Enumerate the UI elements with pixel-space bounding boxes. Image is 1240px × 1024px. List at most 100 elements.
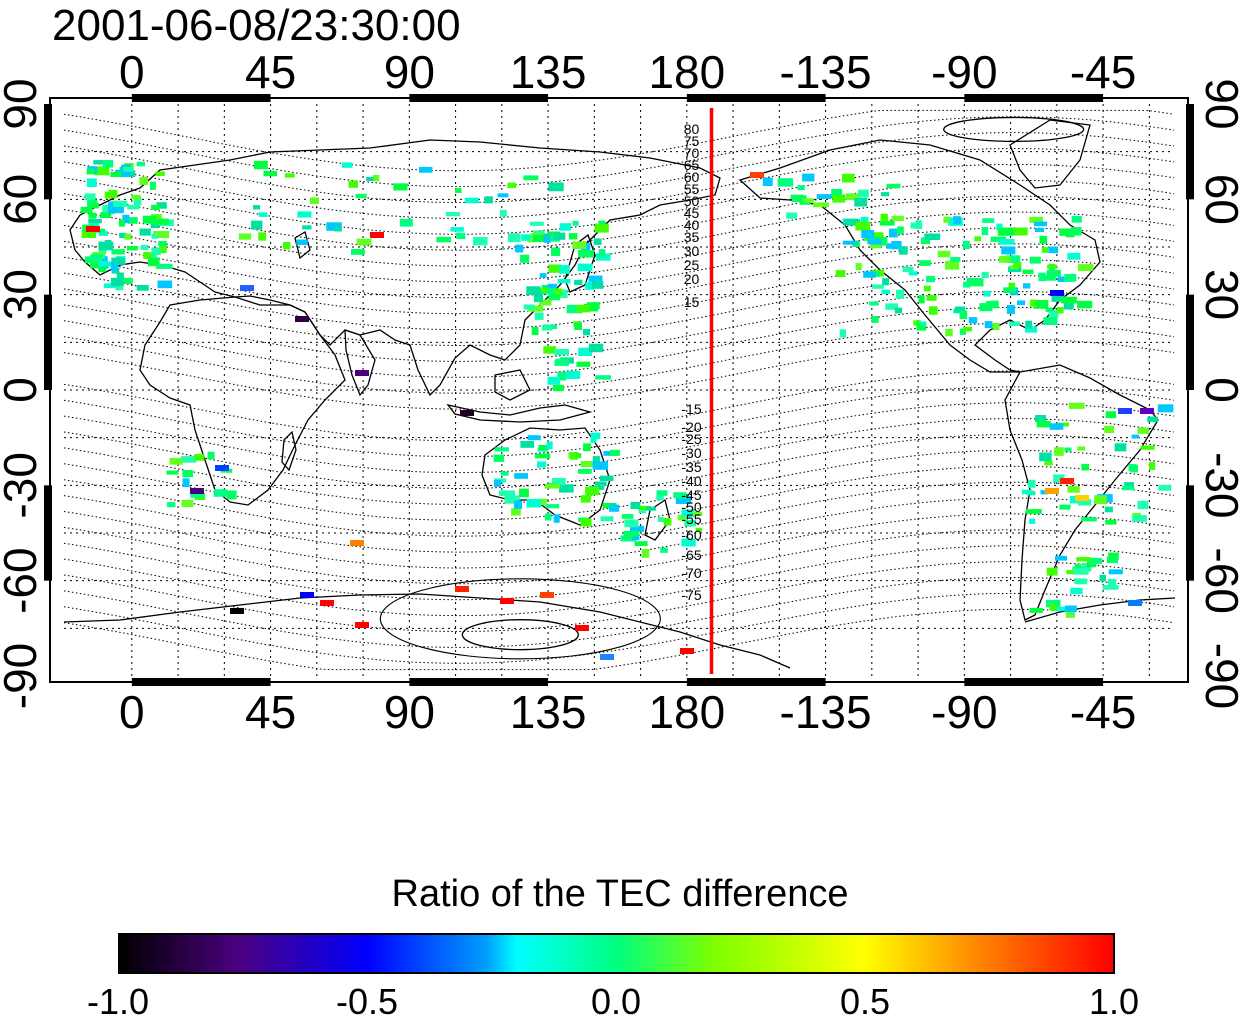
tec-data-patch xyxy=(1046,567,1058,576)
tec-data-patch xyxy=(1132,515,1147,522)
tec-data-patch xyxy=(1029,518,1036,524)
tec-data-patch xyxy=(1068,402,1085,409)
tec-data-patch xyxy=(90,263,105,269)
lat-tick-label-right: 30 xyxy=(1196,269,1240,320)
tec-data-patch xyxy=(560,289,568,299)
tec-data-patch xyxy=(1106,556,1118,564)
tec-data-patch xyxy=(521,234,531,241)
tec-data-patch xyxy=(1001,246,1016,255)
tec-anomaly-patch xyxy=(230,608,244,614)
tec-data-patch xyxy=(1074,563,1082,569)
tec-data-patch xyxy=(545,513,552,521)
contour-line xyxy=(63,132,1175,204)
lat-tick-label-left: 60 xyxy=(0,174,46,225)
tec-data-patch xyxy=(122,214,130,224)
tec-data-patch xyxy=(1070,227,1082,236)
tec-data-patch xyxy=(98,261,111,267)
lon-tick-label-top: 0 xyxy=(119,46,145,98)
tec-data-patch xyxy=(154,218,169,225)
tec-data-patch xyxy=(90,254,103,263)
tec-data-patch xyxy=(253,205,261,210)
tec-data-patch xyxy=(557,371,567,381)
axis-bar-top xyxy=(964,94,1104,102)
tec-data-patch xyxy=(110,262,119,271)
contour-line xyxy=(63,163,1175,235)
tec-data-patch xyxy=(455,188,462,193)
tec-data-patch xyxy=(959,328,966,335)
tec-data-patch xyxy=(1029,256,1041,264)
tec-data-patch xyxy=(974,236,981,242)
tec-data-patch xyxy=(419,166,433,173)
tec-anomaly-patch xyxy=(86,226,100,232)
tec-data-patch xyxy=(167,502,176,508)
tec-data-patch xyxy=(842,173,855,183)
lat-tick-label-left: 0 xyxy=(0,377,46,403)
tec-data-patch xyxy=(88,222,99,227)
tec-data-patch xyxy=(882,278,890,286)
tec-data-patch xyxy=(1077,264,1094,271)
tec-data-patch xyxy=(1076,557,1091,562)
tec-data-patch xyxy=(926,275,935,283)
tec-data-patch xyxy=(513,500,523,509)
tec-data-patch xyxy=(585,486,600,496)
tec-data-patch xyxy=(858,189,869,198)
tec-data-patch xyxy=(599,475,614,482)
tec-data-patch xyxy=(1036,420,1051,428)
axis-bar-top xyxy=(686,94,826,102)
tec-data-patch xyxy=(520,441,535,448)
contour-line xyxy=(63,338,1175,410)
colorbar xyxy=(118,933,1115,974)
tec-data-patch xyxy=(531,327,539,336)
tec-data-patch xyxy=(157,263,173,269)
tec-data-patch xyxy=(1081,463,1090,471)
tec-data-patch xyxy=(992,323,1000,331)
tec-data-patch xyxy=(1005,255,1021,263)
contour-label: -35 xyxy=(681,459,701,475)
tec-data-patch xyxy=(863,271,876,278)
tec-data-patch xyxy=(645,506,656,511)
tec-data-patch xyxy=(511,508,521,516)
tec-data-patch xyxy=(119,277,133,285)
tec-data-patch xyxy=(283,242,291,250)
tec-data-patch xyxy=(393,183,408,191)
tec-data-patch xyxy=(574,322,582,330)
tec-data-patch xyxy=(147,257,160,267)
tec-data-patch xyxy=(990,236,1007,242)
tec-data-patch xyxy=(119,232,127,239)
tec-data-patch xyxy=(534,294,543,303)
tec-data-patch xyxy=(896,289,905,299)
tec-data-patch xyxy=(916,321,927,331)
tec-data-patch xyxy=(919,321,927,326)
tec-data-patch xyxy=(540,288,548,293)
contour-label: -15 xyxy=(681,401,701,417)
tec-data-patch xyxy=(334,227,342,232)
tec-data-patch xyxy=(555,358,569,366)
tec-anomaly-patch xyxy=(1118,408,1132,414)
tec-data-patch xyxy=(874,232,884,238)
tec-data-patch xyxy=(532,234,547,242)
tec-data-patch xyxy=(548,182,564,192)
tec-data-patch xyxy=(786,212,798,219)
tec-data-patch xyxy=(1035,415,1046,423)
tec-data-patch xyxy=(539,273,547,278)
tec-anomaly-patch xyxy=(460,410,474,416)
tec-data-patch xyxy=(158,240,167,247)
tec-data-patch xyxy=(1027,479,1036,488)
tec-data-patch xyxy=(1105,411,1117,419)
tec-data-patch xyxy=(84,193,96,201)
tec-data-patch xyxy=(1088,557,1103,564)
tec-data-patch xyxy=(623,531,640,537)
contour-label: -25 xyxy=(681,431,701,447)
tec-data-patch xyxy=(547,283,557,293)
tec-data-patch xyxy=(559,265,570,274)
tec-data-patch xyxy=(583,329,591,336)
tec-data-patch xyxy=(500,471,509,476)
tec-data-patch xyxy=(572,220,579,226)
tec-data-patch xyxy=(544,484,561,489)
tec-data-patch xyxy=(986,301,999,308)
tec-data-patch xyxy=(143,252,152,259)
contour-line xyxy=(63,576,1175,648)
tec-data-patch xyxy=(1158,484,1172,491)
colorbar-tick-label: 1.0 xyxy=(1088,981,1140,1022)
contour-line xyxy=(63,608,1175,671)
